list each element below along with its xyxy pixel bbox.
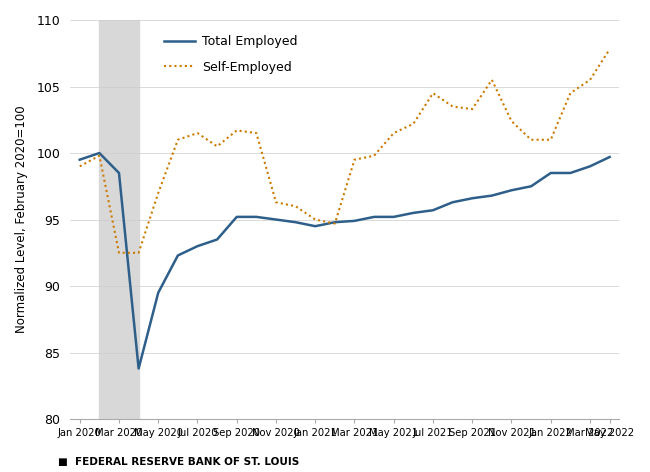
- Total Employed: [469, 195, 476, 201]
- Self-Employed: [448, 104, 456, 110]
- Self-Employed: [115, 250, 123, 256]
- Total Employed: [76, 157, 84, 162]
- Total Employed: [429, 207, 437, 213]
- Self-Employed: [566, 90, 574, 96]
- Y-axis label: Normalized Level, February 2020=100: Normalized Level, February 2020=100: [15, 106, 28, 333]
- Legend: Total Employed, Self-Employed: Total Employed, Self-Employed: [159, 30, 303, 79]
- Total Employed: [390, 214, 398, 220]
- Total Employed: [115, 170, 123, 176]
- Total Employed: [527, 184, 535, 189]
- Total Employed: [96, 150, 103, 156]
- Self-Employed: [429, 90, 437, 96]
- Total Employed: [508, 187, 515, 193]
- Self-Employed: [469, 106, 476, 112]
- Self-Employed: [154, 190, 162, 196]
- Self-Employed: [76, 163, 84, 169]
- Self-Employed: [135, 250, 142, 256]
- Self-Employed: [213, 143, 221, 149]
- Total Employed: [272, 217, 280, 222]
- Self-Employed: [350, 157, 358, 162]
- Self-Employed: [292, 203, 300, 209]
- Total Employed: [135, 366, 142, 371]
- Self-Employed: [194, 130, 202, 136]
- Total Employed: [292, 219, 300, 225]
- Self-Employed: [586, 77, 594, 83]
- Self-Employed: [410, 121, 417, 126]
- Total Employed: [194, 244, 202, 249]
- Self-Employed: [547, 137, 554, 143]
- Self-Employed: [390, 130, 398, 136]
- Self-Employed: [488, 77, 496, 83]
- Self-Employed: [508, 118, 515, 124]
- Total Employed: [370, 214, 378, 220]
- Self-Employed: [233, 127, 240, 133]
- Self-Employed: [331, 221, 339, 227]
- Total Employed: [213, 236, 221, 242]
- Self-Employed: [96, 153, 103, 159]
- Line: Total Employed: Total Employed: [80, 153, 610, 369]
- Text: ■  FEDERAL RESERVE BANK OF ST. LOUIS: ■ FEDERAL RESERVE BANK OF ST. LOUIS: [58, 457, 300, 467]
- Self-Employed: [174, 137, 182, 143]
- Total Employed: [350, 218, 358, 224]
- Total Employed: [410, 210, 417, 216]
- Self-Employed: [606, 46, 614, 52]
- Self-Employed: [527, 137, 535, 143]
- Total Employed: [488, 193, 496, 198]
- Total Employed: [586, 163, 594, 169]
- Self-Employed: [311, 217, 319, 222]
- Self-Employed: [252, 130, 260, 136]
- Total Employed: [606, 154, 614, 160]
- Self-Employed: [370, 153, 378, 159]
- Bar: [99, 20, 138, 419]
- Total Employed: [311, 223, 319, 229]
- Total Employed: [174, 253, 182, 258]
- Total Employed: [154, 290, 162, 295]
- Total Employed: [448, 200, 456, 205]
- Total Employed: [547, 170, 554, 176]
- Self-Employed: [272, 200, 280, 205]
- Total Employed: [566, 170, 574, 176]
- Total Employed: [252, 214, 260, 220]
- Total Employed: [233, 214, 240, 220]
- Line: Self-Employed: Self-Employed: [80, 49, 610, 253]
- Total Employed: [331, 219, 339, 225]
